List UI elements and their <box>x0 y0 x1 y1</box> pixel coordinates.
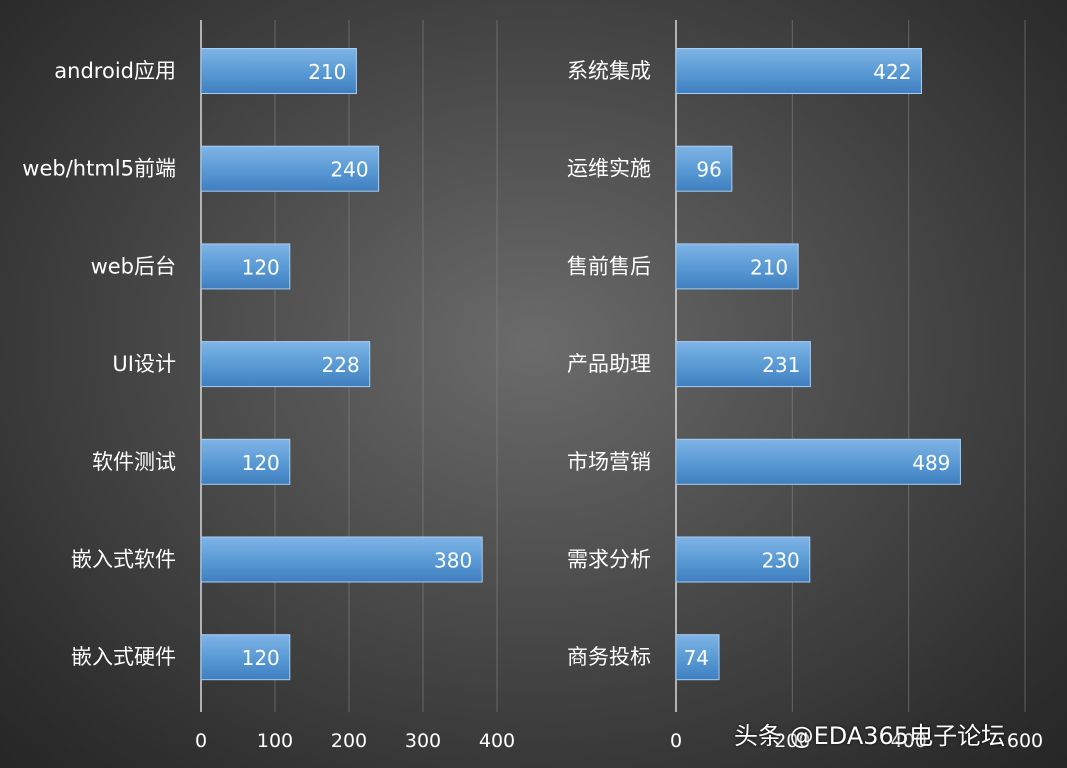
x-tick-label: 400 <box>479 730 515 752</box>
left-bar-chart: 0 100 200 300 400 android应用 210 web/html5前端 240 w… <box>22 20 515 752</box>
x-tick-label: 300 <box>405 730 441 752</box>
watermark-text: 头条 @EDA365电子论坛 <box>734 722 1006 750</box>
bar <box>675 438 961 485</box>
category-label: 软件测试 <box>92 450 176 474</box>
category-label: 嵌入式软件 <box>71 548 176 572</box>
bar <box>675 48 922 94</box>
bar <box>675 341 811 388</box>
data-label: 120 <box>242 451 280 475</box>
bar <box>200 243 291 290</box>
data-label: 74 <box>684 646 709 670</box>
bar <box>675 145 733 192</box>
category-label: 嵌入式硬件 <box>71 645 176 669</box>
bar <box>200 536 483 583</box>
bar <box>200 438 291 485</box>
category-label: 需求分析 <box>567 548 651 572</box>
x-tick-label: 200 <box>774 730 810 752</box>
category-label: 系统集成 <box>567 59 651 83</box>
data-label: 120 <box>242 646 280 670</box>
category-label: 运维实施 <box>567 157 651 181</box>
data-label: 96 <box>696 158 721 182</box>
data-label: 228 <box>322 353 360 377</box>
x-tick-label: 0 <box>195 730 207 752</box>
category-label: web/html5前端 <box>22 157 176 181</box>
bar <box>675 536 811 583</box>
data-label: 240 <box>330 158 368 182</box>
x-tick-label: 400 <box>891 730 927 752</box>
data-label: 489 <box>912 451 950 475</box>
category-label: UI设计 <box>112 352 176 376</box>
category-label: 售前售后 <box>567 254 651 278</box>
data-label: 231 <box>762 353 800 377</box>
category-label: 商务投标 <box>567 645 651 669</box>
x-tick-label: 200 <box>331 730 367 752</box>
category-label: android应用 <box>54 59 176 83</box>
bar <box>200 341 371 388</box>
category-label: 市场营销 <box>567 450 651 474</box>
data-label: 210 <box>308 60 346 84</box>
data-label: 422 <box>873 60 911 84</box>
category-label: web后台 <box>91 254 176 278</box>
data-label: 380 <box>434 549 472 573</box>
data-label: 230 <box>762 549 800 573</box>
bar <box>675 243 799 290</box>
right-bar-chart: 0 200 400 600 系统集成 422 运维实施 96 售前售后 210 产品助理 231 市场营… <box>567 20 1043 752</box>
bar <box>200 48 357 94</box>
x-tick-label: 100 <box>257 730 293 752</box>
data-label: 120 <box>242 255 280 279</box>
x-tick-label: 0 <box>670 730 682 752</box>
data-label: 210 <box>750 255 788 279</box>
bar <box>200 634 291 681</box>
category-label: 产品助理 <box>567 352 651 376</box>
bar <box>200 145 380 192</box>
x-tick-label: 600 <box>1007 730 1043 752</box>
bar <box>675 634 720 681</box>
